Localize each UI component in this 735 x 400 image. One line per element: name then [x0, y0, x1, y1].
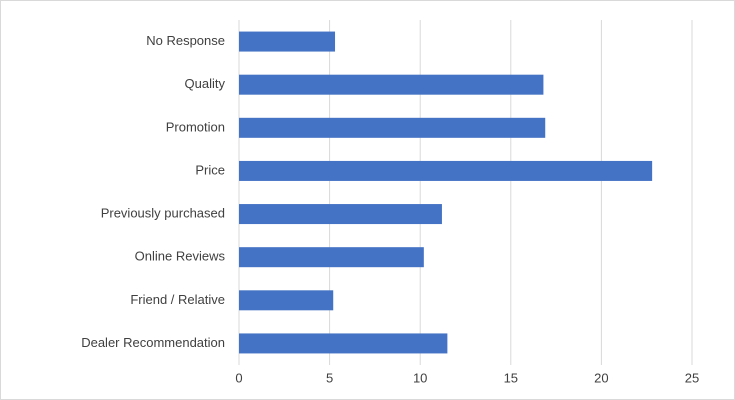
y-tick-label: Quality [185, 76, 226, 91]
y-tick-label: Dealer Recommendation [81, 335, 225, 350]
y-tick-label: Price [195, 162, 225, 177]
bar [239, 290, 334, 311]
bar [239, 74, 544, 95]
bar [239, 31, 336, 52]
x-tick-label: 5 [326, 370, 333, 385]
y-tick-label: Promotion [166, 119, 225, 134]
bar [239, 333, 448, 354]
bar [239, 247, 424, 268]
y-tick-label: Online Reviews [135, 249, 226, 264]
x-tick-label: 15 [504, 370, 518, 385]
x-tick-label: 25 [685, 370, 699, 385]
x-tick-label: 0 [235, 370, 242, 385]
bar [239, 204, 442, 225]
x-tick-label: 10 [413, 370, 427, 385]
x-tick-label: 20 [594, 370, 608, 385]
y-tick-label: No Response [146, 33, 225, 48]
y-tick-label: Previously purchased [101, 206, 225, 221]
bar [239, 160, 653, 181]
y-tick-label: Friend / Relative [130, 292, 225, 307]
bar [239, 117, 546, 138]
